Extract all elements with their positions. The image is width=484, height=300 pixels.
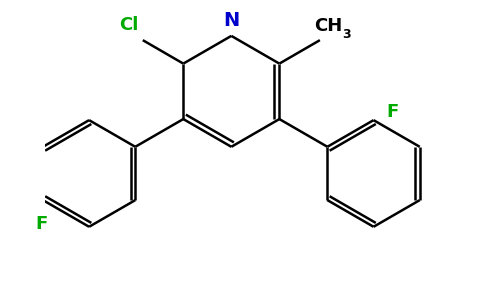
Text: N: N bbox=[223, 11, 240, 31]
Text: CH: CH bbox=[314, 17, 343, 35]
Text: F: F bbox=[386, 103, 399, 121]
Text: Cl: Cl bbox=[119, 16, 138, 34]
Text: F: F bbox=[36, 215, 48, 233]
Text: 3: 3 bbox=[342, 28, 351, 41]
